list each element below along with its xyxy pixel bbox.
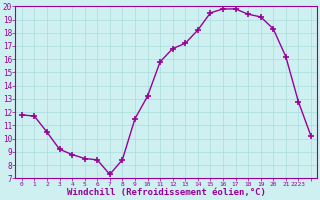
X-axis label: Windchill (Refroidissement éolien,°C): Windchill (Refroidissement éolien,°C): [67, 188, 266, 197]
